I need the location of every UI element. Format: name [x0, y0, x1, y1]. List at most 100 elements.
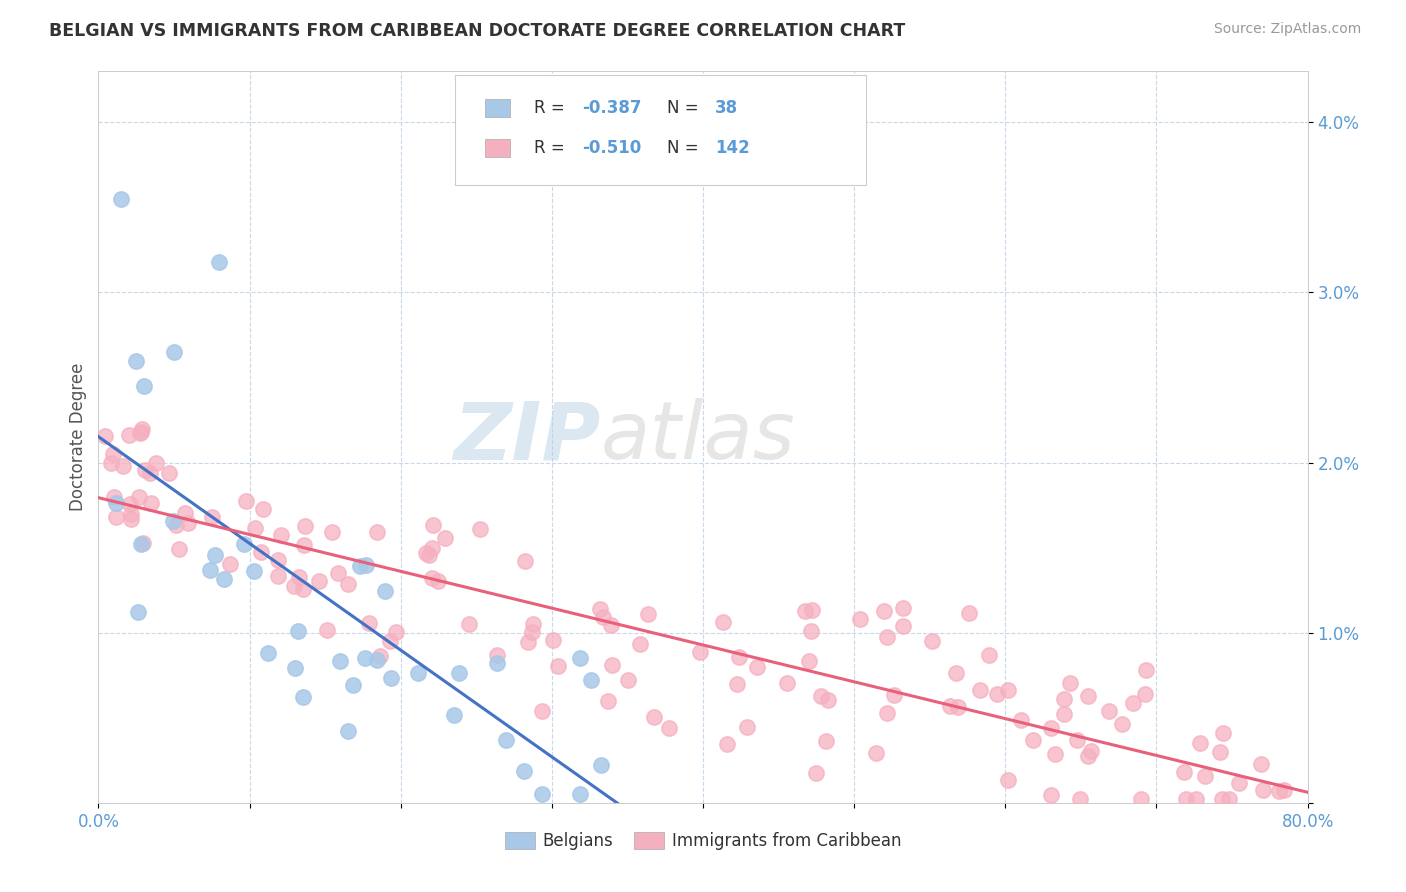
Point — [201, 510, 224, 524]
Point — [1066, 732, 1088, 747]
Point — [359, 616, 381, 631]
Point — [139, 466, 162, 480]
Point — [1212, 726, 1234, 740]
Point — [321, 524, 343, 539]
Point — [245, 521, 267, 535]
Point — [1184, 792, 1206, 806]
Point — [589, 602, 612, 616]
Point — [177, 516, 200, 531]
Point — [1039, 789, 1062, 803]
Point — [128, 490, 150, 504]
Point — [1229, 776, 1251, 790]
Point — [94, 428, 117, 442]
Point — [267, 553, 290, 567]
Point — [337, 577, 360, 591]
Point — [986, 687, 1008, 701]
Point — [100, 457, 122, 471]
Point — [342, 678, 364, 692]
Point — [434, 531, 457, 545]
Point — [520, 625, 543, 640]
Point — [716, 737, 738, 751]
Point — [468, 522, 491, 536]
Point — [1194, 768, 1216, 782]
Point — [200, 563, 222, 577]
Point — [1173, 765, 1195, 780]
Point — [891, 618, 914, 632]
Point — [101, 447, 124, 461]
Point — [997, 772, 1019, 787]
Point — [1122, 696, 1144, 710]
Point — [628, 637, 651, 651]
Point — [800, 602, 823, 616]
Point — [1077, 749, 1099, 764]
Point — [129, 426, 152, 441]
Point — [581, 673, 603, 688]
Text: 38: 38 — [716, 99, 738, 117]
Point — [270, 527, 292, 541]
Point — [637, 607, 659, 622]
Point — [349, 558, 371, 573]
Point — [745, 660, 768, 674]
Point — [1097, 704, 1119, 718]
Text: R =: R = — [534, 99, 569, 117]
Point — [157, 467, 180, 481]
Point — [617, 673, 640, 687]
Point — [1059, 676, 1081, 690]
Point — [1268, 784, 1291, 798]
Point — [513, 554, 536, 568]
Point — [1039, 722, 1062, 736]
Point — [522, 617, 544, 632]
Point — [495, 732, 517, 747]
Point — [204, 548, 226, 562]
Point — [735, 720, 758, 734]
Text: BELGIAN VS IMMIGRANTS FROM CARIBBEAN DOCTORATE DEGREE CORRELATION CHART: BELGIAN VS IMMIGRANTS FROM CARIBBEAN DOC… — [49, 22, 905, 40]
Text: -0.387: -0.387 — [582, 99, 641, 117]
Point — [167, 542, 190, 557]
Point — [104, 510, 127, 524]
Point — [294, 518, 316, 533]
Point — [600, 657, 623, 672]
Point — [165, 518, 187, 533]
Point — [876, 706, 898, 720]
Point — [134, 463, 156, 477]
Point — [794, 604, 817, 618]
Point — [921, 634, 943, 648]
Point — [1209, 745, 1232, 759]
Point — [308, 574, 330, 589]
Point — [1189, 736, 1212, 750]
Point — [420, 541, 443, 555]
Point — [283, 579, 305, 593]
Point — [600, 618, 623, 632]
Point — [568, 787, 591, 801]
Y-axis label: Doctorate Degree: Doctorate Degree — [69, 363, 87, 511]
Point — [127, 605, 149, 619]
Point — [865, 746, 887, 760]
Point — [531, 704, 554, 718]
Point — [125, 353, 148, 368]
Point — [643, 709, 665, 723]
Legend: Belgians, Immigrants from Caribbean: Belgians, Immigrants from Caribbean — [498, 825, 908, 856]
Point — [368, 648, 391, 663]
Point — [366, 653, 388, 667]
Point — [288, 570, 311, 584]
Point — [415, 546, 437, 560]
Point — [267, 569, 290, 583]
Point — [458, 616, 481, 631]
Point — [541, 632, 564, 647]
Point — [326, 566, 349, 580]
Point — [256, 646, 278, 660]
Text: ZIP: ZIP — [453, 398, 600, 476]
Point — [103, 490, 125, 504]
Point — [945, 665, 967, 680]
Point — [208, 255, 231, 269]
Point — [443, 707, 465, 722]
Point — [1111, 717, 1133, 731]
Point — [817, 693, 839, 707]
Point — [1251, 782, 1274, 797]
Point — [569, 651, 592, 665]
Point — [485, 657, 508, 671]
Text: -0.510: -0.510 — [582, 139, 641, 157]
Point — [118, 498, 141, 512]
Point — [658, 721, 681, 735]
Point — [174, 506, 197, 520]
